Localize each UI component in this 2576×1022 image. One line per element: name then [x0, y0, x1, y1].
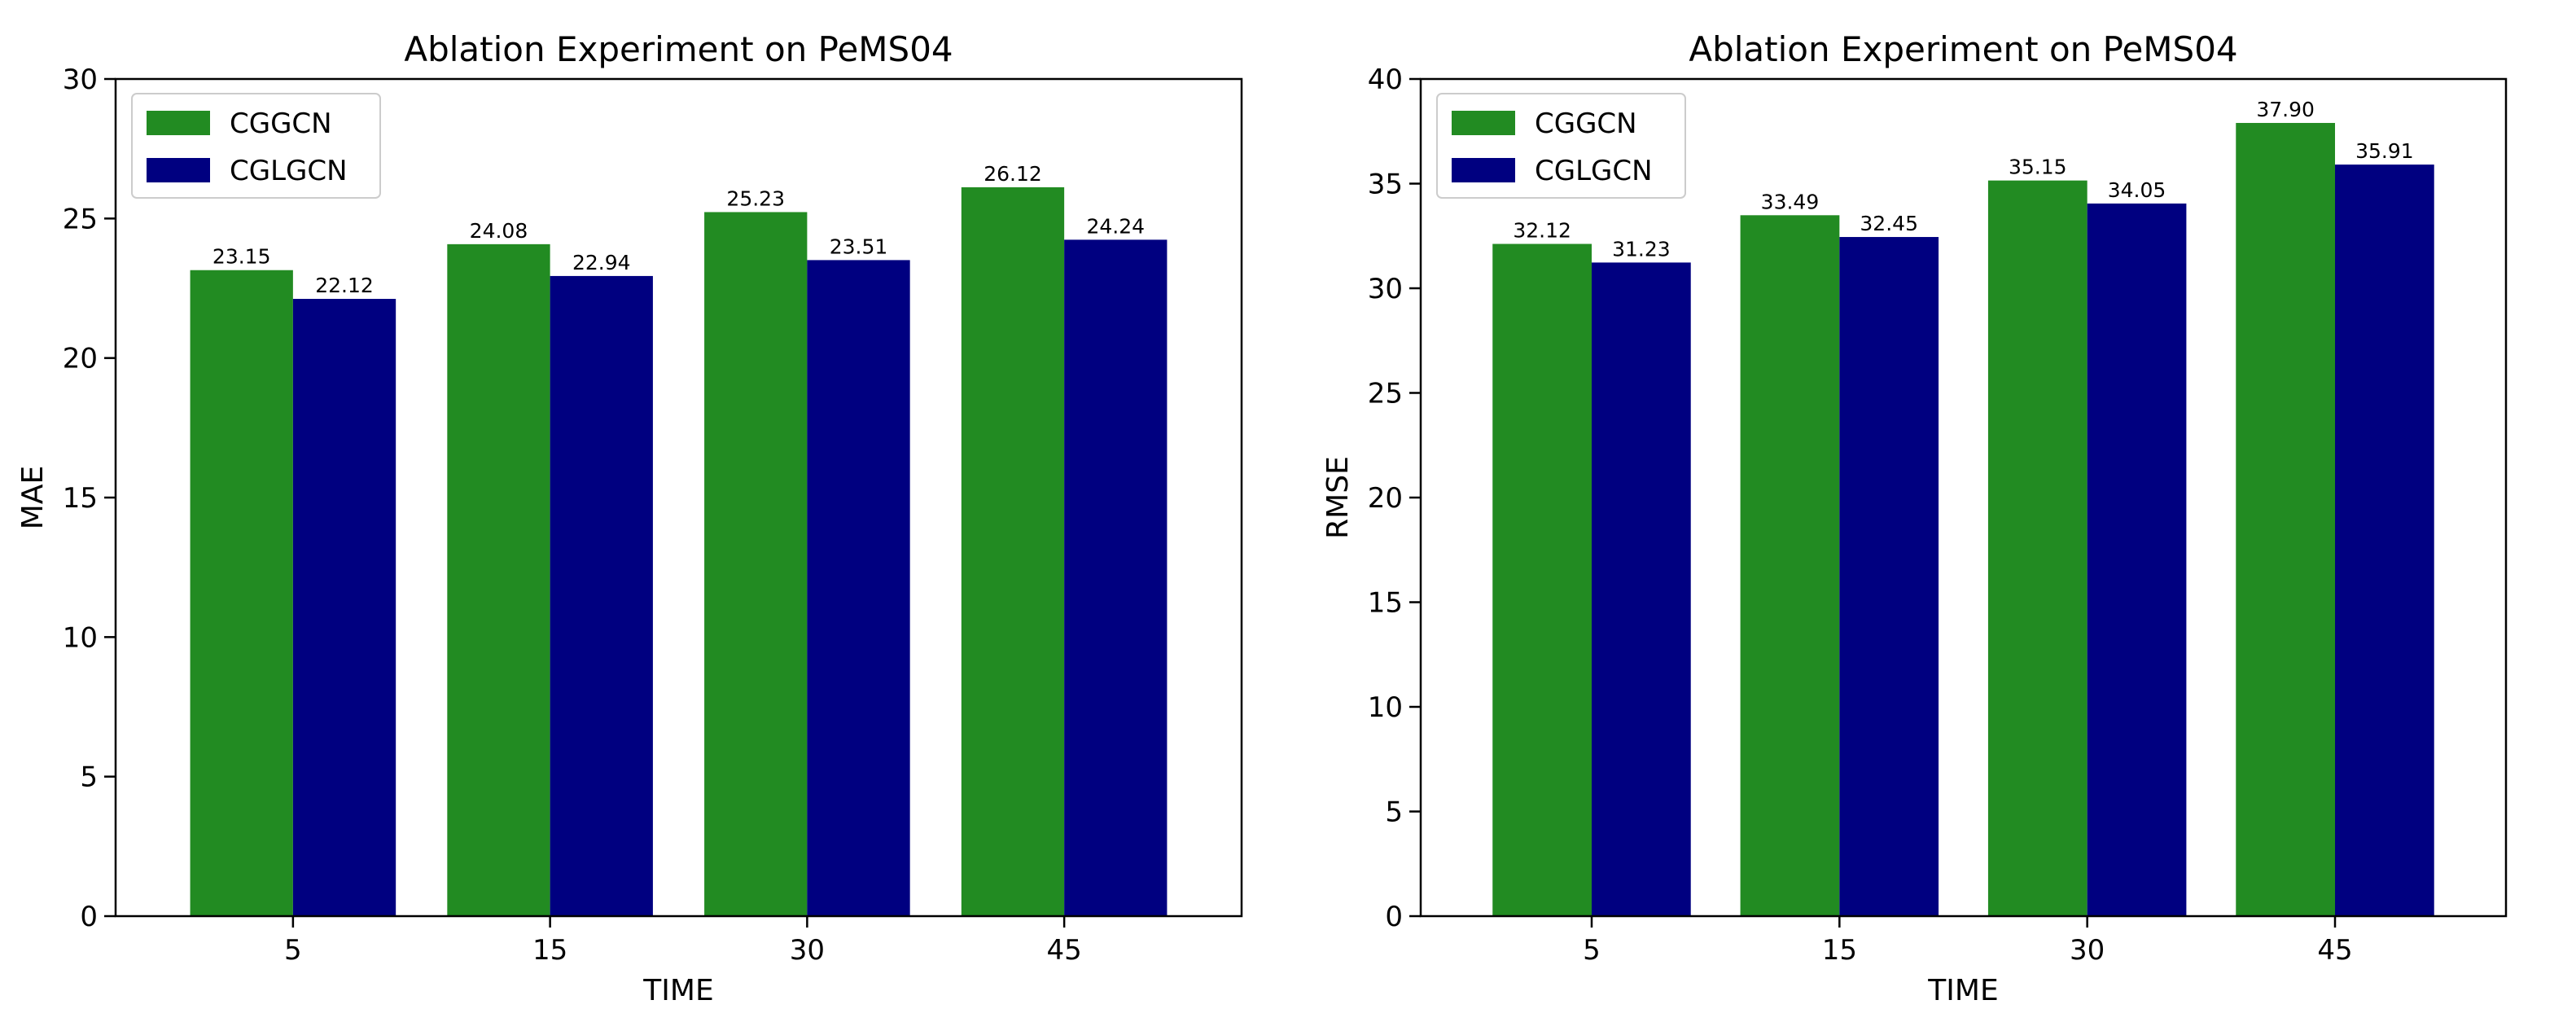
- series-cggcn: 32.12 33.49 35.15 37.90: [1492, 98, 2336, 917]
- bar-cggcn-15[interactable]: [1740, 215, 1840, 916]
- legend-label-cglgcn: CGLGCN: [230, 155, 348, 187]
- bar-cglgcn-45[interactable]: [2335, 164, 2434, 916]
- bar-cggcn-15[interactable]: [447, 243, 550, 917]
- y-tick-label: 25: [1368, 378, 1403, 410]
- legend: CGGCN CGLGCN: [131, 93, 381, 199]
- legend-swatch-cggcn: [1452, 111, 1515, 135]
- x-tick-label: 5: [284, 934, 302, 967]
- data-label: 22.12: [315, 274, 374, 297]
- y-tick-label: 15: [63, 482, 98, 515]
- series-cglgcn: 31.23 32.45 34.05 35.91: [1591, 139, 2434, 917]
- x-axis-label: TIME: [642, 974, 713, 1007]
- legend-label-cggcn: CGGCN: [230, 107, 332, 140]
- legend-swatch-cglgcn: [1452, 158, 1515, 182]
- data-label: 24.24: [1086, 214, 1145, 238]
- chart-1: Ablation Experiment on PeMS0423.1524.082…: [16, 29, 1243, 1007]
- y-tick-label: 0: [80, 901, 98, 933]
- y-tick-label: 10: [63, 621, 98, 654]
- chart-title: Ablation Experiment on PeMS04: [1689, 29, 2237, 69]
- series-cggcn: 23.15 24.08 25.23 26.12: [190, 162, 1065, 917]
- x-tick-label: 45: [2317, 934, 2352, 967]
- legend: CGGCN CGLGCN: [1436, 93, 1686, 199]
- x-tick-label: 30: [790, 934, 825, 967]
- data-label: 24.08: [470, 219, 528, 243]
- data-label: 32.45: [1860, 212, 1918, 235]
- series-cglgcn: 22.12 22.94 23.51 24.24: [292, 214, 1168, 917]
- x-tick-label: 15: [1822, 934, 1857, 967]
- bar-cggcn-30[interactable]: [704, 212, 808, 916]
- y-axis-label: MAE: [16, 466, 50, 529]
- y-tick-label: 40: [1368, 64, 1403, 96]
- bar-cglgcn-30[interactable]: [2087, 203, 2187, 917]
- y-axis-label: RMSE: [1321, 456, 1355, 539]
- y-tick-label: 15: [1368, 587, 1403, 620]
- y-tick-label: 5: [1385, 796, 1403, 829]
- bar-cggcn-30[interactable]: [1987, 180, 2088, 916]
- bar-cggcn-45[interactable]: [961, 186, 1065, 917]
- x-tick-label: 5: [1583, 934, 1601, 967]
- bar-cglgcn-15[interactable]: [550, 275, 653, 916]
- y-tick-label: 20: [63, 343, 98, 375]
- bar-cglgcn-5[interactable]: [292, 299, 396, 916]
- y-tick-label: 30: [1368, 273, 1403, 305]
- data-label: 26.12: [984, 162, 1042, 186]
- x-tick-label: 45: [1046, 934, 1081, 967]
- y-tick-label: 5: [80, 761, 98, 794]
- legend-label-cggcn: CGGCN: [1535, 107, 1637, 140]
- data-label: 35.91: [2355, 139, 2414, 163]
- x-tick-label: 30: [2070, 934, 2105, 967]
- y-tick-label: 25: [63, 203, 98, 235]
- x-tick-label: 15: [532, 934, 567, 967]
- data-label: 34.05: [2108, 178, 2166, 202]
- bar-cglgcn-5[interactable]: [1591, 262, 1691, 916]
- bar-cglgcn-45[interactable]: [1064, 239, 1168, 917]
- y-tick-label: 30: [63, 64, 98, 96]
- bar-cglgcn-15[interactable]: [1839, 237, 1939, 916]
- data-label: 22.94: [572, 251, 631, 274]
- bar-cglgcn-30[interactable]: [807, 260, 910, 917]
- data-label: 35.15: [2009, 156, 2067, 179]
- data-label: 32.12: [1513, 219, 1571, 243]
- y-tick-label: 0: [1385, 901, 1403, 933]
- legend-swatch-cglgcn: [147, 158, 210, 182]
- data-label: 31.23: [1612, 237, 1671, 261]
- y-tick-label: 35: [1368, 169, 1403, 201]
- data-label: 37.90: [2256, 98, 2315, 121]
- bar-cggcn-45[interactable]: [2236, 122, 2336, 917]
- data-label: 23.15: [212, 245, 271, 269]
- bar-cggcn-5[interactable]: [190, 270, 293, 916]
- legend-label-cglgcn: CGLGCN: [1535, 155, 1653, 187]
- y-tick-label: 20: [1368, 482, 1403, 515]
- bar-cggcn-5[interactable]: [1492, 243, 1592, 916]
- legend-swatch-cggcn: [147, 111, 210, 135]
- chart-2: Ablation Experiment on PeMS0432.1233.493…: [1321, 29, 2508, 1007]
- y-tick-label: 10: [1368, 691, 1403, 724]
- data-label: 23.51: [830, 235, 888, 258]
- chart-title: Ablation Experiment on PeMS04: [404, 29, 953, 69]
- x-axis-label: TIME: [1927, 974, 1998, 1007]
- data-label: 25.23: [726, 186, 785, 210]
- data-label: 33.49: [1761, 190, 1820, 213]
